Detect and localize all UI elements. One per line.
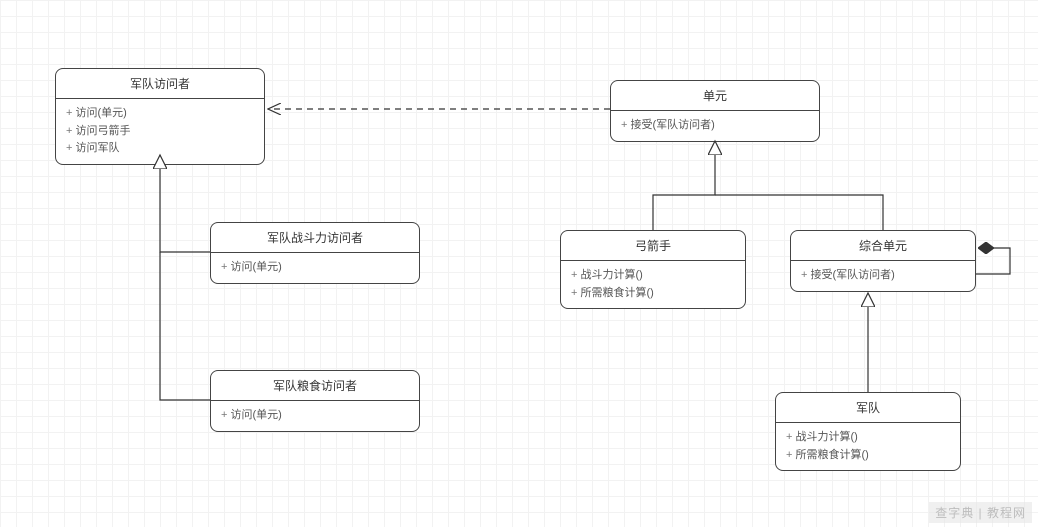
member: 访问(单元) — [221, 407, 409, 425]
class-army-visitor: 军队访问者 访问(单元) 访问弓箭手 访问军队 — [55, 68, 265, 165]
class-title: 军队战斗力访问者 — [211, 223, 419, 253]
member: 所需粮食计算() — [571, 285, 735, 303]
class-members: 访问(单元) — [211, 253, 419, 283]
class-army: 军队 战斗力计算() 所需粮食计算() — [775, 392, 961, 471]
edge-composite-self — [976, 248, 1010, 274]
class-strength-visitor: 军队战斗力访问者 访问(单元) — [210, 222, 420, 284]
member: 所需粮食计算() — [786, 447, 950, 465]
class-members: 访问(单元) 访问弓箭手 访问军队 — [56, 99, 264, 164]
class-title: 单元 — [611, 81, 819, 111]
class-members: 访问(单元) — [211, 401, 419, 431]
class-composite-unit: 综合单元 接受(军队访问者) — [790, 230, 976, 292]
member: 战斗力计算() — [571, 267, 735, 285]
member: 访问军队 — [66, 140, 254, 158]
member: 访问(单元) — [66, 105, 254, 123]
member: 接受(军队访问者) — [621, 117, 809, 135]
class-title: 综合单元 — [791, 231, 975, 261]
class-members: 接受(军队访问者) — [791, 261, 975, 291]
class-title: 军队访问者 — [56, 69, 264, 99]
edge-food-to-visitor — [160, 252, 210, 400]
class-food-visitor: 军队粮食访问者 访问(单元) — [210, 370, 420, 432]
class-title: 弓箭手 — [561, 231, 745, 261]
edge-strength-to-visitor — [160, 155, 210, 252]
class-archer: 弓箭手 战斗力计算() 所需粮食计算() — [560, 230, 746, 309]
class-members: 战斗力计算() 所需粮食计算() — [561, 261, 745, 308]
member: 访问弓箭手 — [66, 123, 254, 141]
member: 接受(军队访问者) — [801, 267, 965, 285]
watermark: 查字典 | 教程网 — [929, 502, 1032, 523]
class-members: 战斗力计算() 所需粮食计算() — [776, 423, 960, 470]
member: 战斗力计算() — [786, 429, 950, 447]
class-title: 军队 — [776, 393, 960, 423]
class-title: 军队粮食访问者 — [211, 371, 419, 401]
class-unit: 单元 接受(军队访问者) — [610, 80, 820, 142]
edge-composite-to-unit — [715, 195, 883, 230]
edge-archer-to-unit — [653, 141, 715, 230]
class-members: 接受(军队访问者) — [611, 111, 819, 141]
member: 访问(单元) — [221, 259, 409, 277]
